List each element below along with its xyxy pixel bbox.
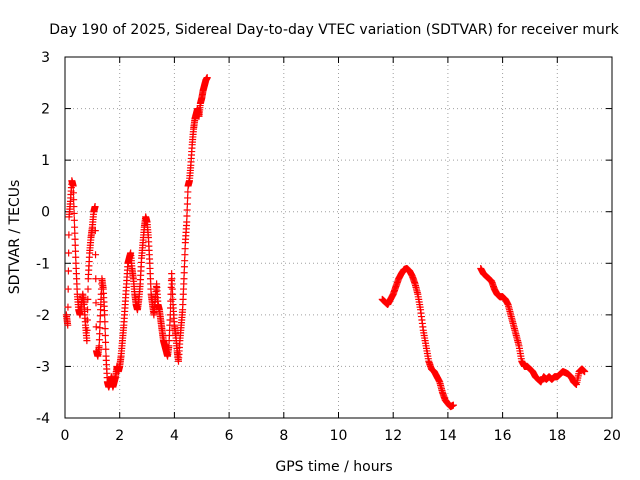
data-point-marker <box>101 311 109 319</box>
x-tick-label: 4 <box>170 428 179 444</box>
x-tick-label: 20 <box>603 428 621 444</box>
data-point-marker <box>92 251 100 259</box>
data-point-marker <box>96 330 104 338</box>
data-point-marker <box>184 194 192 202</box>
y-tick-label: 3 <box>41 50 50 66</box>
data-point-marker <box>71 241 79 249</box>
data-point-marker <box>71 223 79 231</box>
y-tick-label: -3 <box>36 359 50 375</box>
data-point-marker <box>64 267 72 275</box>
plot-frame <box>64 56 613 419</box>
chart-title: Day 190 of 2025, Sidereal Day-to-day VTE… <box>49 22 619 38</box>
data-point-marker <box>203 74 211 82</box>
data-point-marker <box>64 303 72 311</box>
data-point-marker <box>96 324 104 332</box>
data-point-marker <box>83 337 91 345</box>
x-tick-label: 16 <box>494 428 512 444</box>
x-axis-label: GPS time / hours <box>275 459 392 475</box>
data-point-marker <box>180 269 188 277</box>
y-tick-label: -4 <box>36 411 50 427</box>
y-tick-label: -2 <box>36 308 50 324</box>
data-point-marker <box>96 312 104 320</box>
data-point-marker <box>92 299 100 307</box>
data-point-marker <box>92 275 100 283</box>
y-tick-label: 2 <box>41 102 50 118</box>
x-tick-label: 18 <box>548 428 566 444</box>
data-point-marker <box>183 206 191 214</box>
data-point-marker <box>65 249 73 257</box>
data-point-marker <box>180 275 188 283</box>
data-point-marker <box>102 338 110 346</box>
data-point-marker <box>70 216 78 224</box>
y-tick-label: 1 <box>41 153 50 169</box>
data-point-marker <box>83 326 91 334</box>
x-tick-label: 14 <box>439 428 457 444</box>
data-point-marker <box>71 235 79 243</box>
y-axis-label: SDTVAR / TECUs <box>7 180 23 295</box>
data-point-marker <box>84 295 92 303</box>
data-point-marker <box>84 285 92 293</box>
data-point-marker <box>101 325 109 333</box>
data-point-marker <box>167 283 175 291</box>
data-point-marker <box>83 316 91 324</box>
data-points <box>62 74 589 411</box>
data-point-marker <box>180 263 188 271</box>
data-point-marker <box>449 401 457 409</box>
x-tick-label: 8 <box>279 428 288 444</box>
y-tick-label: 0 <box>41 205 50 221</box>
data-point-marker <box>101 318 109 326</box>
data-point-marker <box>181 257 189 265</box>
data-point-marker <box>72 253 80 261</box>
data-point-marker <box>181 251 189 259</box>
y-tick-label: -1 <box>36 256 50 272</box>
data-point-marker <box>581 368 589 376</box>
grid-lines <box>65 57 612 418</box>
data-point-marker <box>91 227 99 235</box>
data-point-marker <box>70 209 78 217</box>
data-point-marker <box>183 200 191 208</box>
data-point-marker <box>92 323 100 331</box>
x-tick-label: 2 <box>115 428 124 444</box>
data-point-marker <box>69 189 77 197</box>
data-point-marker <box>71 229 79 237</box>
data-point-marker <box>84 306 92 314</box>
data-point-marker <box>181 245 189 253</box>
data-point-marker <box>183 212 191 220</box>
x-tick-label: 6 <box>225 428 234 444</box>
x-tick-label: 12 <box>384 428 402 444</box>
data-point-marker <box>95 336 103 344</box>
data-point-marker <box>95 342 103 350</box>
data-point-marker <box>184 188 192 196</box>
data-point-marker <box>183 218 191 226</box>
data-point-marker <box>70 196 78 204</box>
data-point-marker <box>71 247 79 255</box>
data-point-marker <box>102 345 110 353</box>
data-point-marker <box>91 203 99 211</box>
data-point-marker <box>70 203 78 211</box>
data-point-marker <box>69 182 77 190</box>
data-point-marker <box>64 321 72 329</box>
x-tick-label: 0 <box>61 428 70 444</box>
data-point-marker <box>64 285 72 293</box>
x-tick-label: 10 <box>330 428 348 444</box>
data-point-marker <box>65 231 73 239</box>
data-point-marker <box>101 331 109 339</box>
